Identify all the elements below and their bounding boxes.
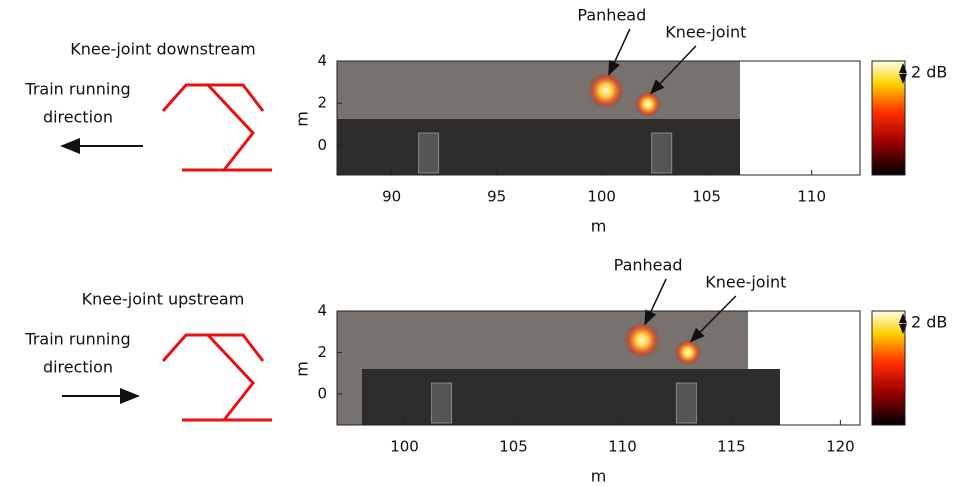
x-tick-label: 110: [797, 188, 826, 206]
colorbar: [872, 61, 905, 175]
train-image: [337, 119, 740, 175]
colorbar: [872, 311, 905, 425]
y-axis-label: m: [293, 361, 312, 377]
x-tick-label: 110: [608, 438, 637, 456]
pantograph: [163, 85, 272, 170]
y-tick-label: 4: [317, 52, 327, 70]
direction-label: direction: [43, 108, 113, 127]
x-tick-label: 100: [587, 188, 616, 206]
y-tick-label: 2: [317, 94, 327, 112]
pantograph: [163, 335, 272, 420]
direction-label: Train running: [24, 80, 130, 99]
x-tick-label: 105: [499, 438, 528, 456]
train-door: [652, 133, 672, 173]
colorbar-label: 2 dB: [911, 313, 947, 332]
x-tick-label: 120: [826, 438, 855, 456]
source-label: Panhead: [577, 6, 646, 25]
train-image: [362, 369, 780, 425]
y-tick-label: 0: [317, 136, 327, 154]
x-tick-label: 95: [487, 188, 506, 206]
x-tick-label: 90: [382, 188, 401, 206]
direction-label: Train running: [24, 330, 130, 349]
x-axis-label: m: [591, 467, 607, 486]
train-door: [419, 133, 439, 173]
x-tick-label: 105: [692, 188, 721, 206]
y-axis-label: m: [293, 111, 312, 127]
direction-label: direction: [43, 358, 113, 377]
train-door: [432, 383, 452, 423]
source-spot: [588, 73, 624, 109]
side-title: Knee-joint downstream: [70, 40, 256, 59]
x-tick-label: 100: [390, 438, 419, 456]
train-door: [676, 383, 696, 423]
y-tick-label: 2: [317, 343, 327, 361]
figure: Knee-joint downstream Train running direct…: [0, 0, 958, 487]
source-spot: [635, 91, 661, 117]
source-label: Knee-joint: [705, 273, 786, 292]
y-tick-label: 4: [317, 302, 327, 320]
x-axis-label: m: [591, 217, 607, 236]
y-tick-label: 0: [317, 384, 327, 402]
colorbar-label: 2 dB: [911, 63, 947, 82]
x-tick-label: 115: [717, 438, 746, 456]
source-label: Panhead: [614, 256, 683, 275]
source-label: Knee-joint: [665, 23, 746, 42]
source-spot: [624, 322, 660, 358]
side-title: Knee-joint upstream: [82, 290, 245, 309]
source-spot: [675, 339, 701, 365]
